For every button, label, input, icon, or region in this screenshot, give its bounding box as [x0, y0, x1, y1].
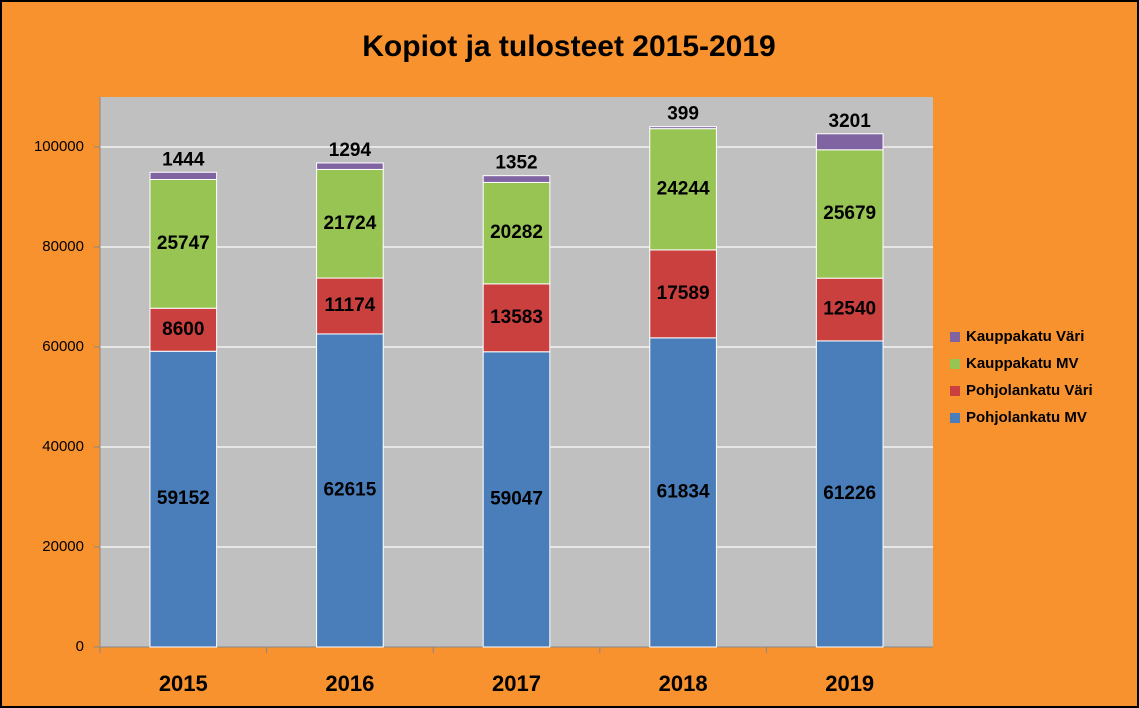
data-label: 17589: [657, 283, 710, 304]
bar-segment: [316, 168, 384, 279]
x-tick-label: 2015: [159, 671, 208, 696]
bar-segment: [149, 350, 218, 648]
legend-label: Kauppakatu MV: [966, 355, 1079, 372]
chart-title: Kopiot ja tulosteet 2015-2019: [362, 30, 775, 63]
bar-segment: [649, 249, 717, 339]
legend-label: Pohjolankatu MV: [966, 409, 1087, 426]
y-tick-label: 60000: [42, 338, 84, 355]
bar-segment: [815, 149, 884, 279]
bar-segment: [482, 351, 551, 648]
bar-segment: [316, 333, 384, 648]
bar-segment: [149, 179, 218, 309]
data-label: 25679: [823, 203, 876, 224]
x-tick-label: 2016: [325, 671, 374, 696]
data-label: 8600: [162, 319, 204, 340]
data-label: 1352: [495, 153, 537, 174]
y-tick-label: 0: [76, 638, 84, 655]
y-tick-label: 20000: [42, 538, 84, 555]
legend-label: Pohjolankatu Väri: [966, 382, 1093, 399]
data-label: 59152: [157, 488, 210, 509]
data-label: 13583: [490, 307, 543, 328]
bar-segment: [316, 162, 384, 170]
bar-segment: [149, 307, 218, 352]
bar-segment: [149, 171, 218, 181]
bar-segment: [482, 283, 551, 353]
data-label: 12540: [823, 299, 876, 320]
bar-segment: [815, 340, 884, 648]
x-tick-label: 2019: [825, 671, 874, 696]
data-label: 61834: [657, 481, 710, 502]
data-label: 62615: [323, 479, 376, 500]
legend-swatch: [950, 386, 960, 396]
x-tick-label: 2018: [659, 671, 708, 696]
bar-segment: [482, 175, 551, 183]
y-tick-label: 100000: [34, 138, 84, 155]
bar-segment: [815, 133, 884, 151]
data-label: 59047: [490, 488, 543, 509]
data-label: 21724: [323, 213, 376, 234]
y-tick-label: 40000: [42, 438, 84, 455]
data-label: 399: [667, 104, 699, 125]
data-label: 3201: [829, 111, 872, 132]
bar-segment: [316, 277, 384, 335]
data-label: 1294: [329, 140, 372, 161]
bar-segment: [815, 277, 884, 342]
data-label: 20282: [490, 222, 543, 243]
y-tick-label: 80000: [42, 238, 84, 255]
legend-swatch: [950, 332, 960, 342]
data-label: 11174: [325, 295, 376, 316]
x-tick-label: 2017: [492, 671, 541, 696]
legend-label: Kauppakatu Väri: [966, 328, 1084, 345]
legend-swatch: [950, 359, 960, 369]
data-label: 1444: [162, 149, 205, 170]
data-label: 61226: [823, 483, 876, 504]
legend-swatch: [950, 413, 960, 423]
bar-segment: [649, 126, 717, 130]
bar-segment: [649, 128, 717, 251]
data-label: 24244: [657, 178, 710, 199]
bar-segment: [482, 181, 551, 285]
bar-segment: [649, 337, 717, 648]
data-label: 25747: [157, 233, 210, 254]
